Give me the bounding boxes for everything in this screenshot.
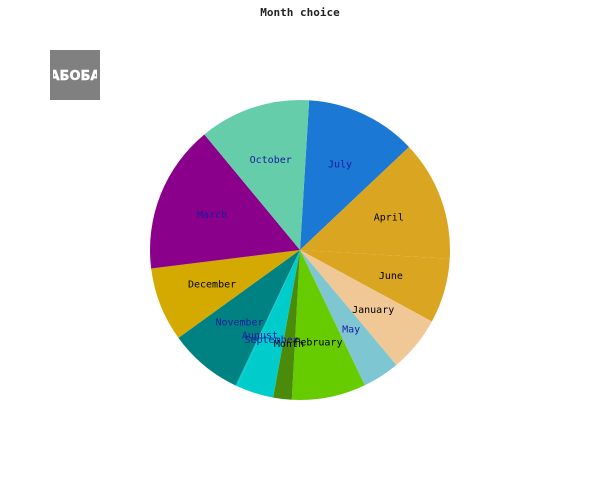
slice-label-november: November bbox=[215, 318, 263, 329]
svg-text:АБОБА: АБОБА bbox=[53, 69, 97, 84]
pie-slice-month bbox=[273, 250, 300, 400]
chart-title: Month choice bbox=[260, 6, 340, 19]
pie-slice-august bbox=[235, 250, 300, 387]
pie-slices bbox=[150, 100, 450, 400]
pie-slice-april bbox=[300, 146, 450, 259]
slice-label-december: December bbox=[188, 280, 236, 291]
slice-label-march: March bbox=[197, 210, 227, 221]
pie-slice-january bbox=[300, 250, 432, 365]
slice-label-june: June bbox=[379, 271, 403, 282]
slice-label-february: February bbox=[294, 338, 342, 349]
slice-label-april: April bbox=[374, 213, 404, 224]
slice-label-january: January bbox=[352, 305, 394, 316]
pie-slice-may bbox=[300, 250, 397, 386]
slice-label-may: May bbox=[342, 324, 360, 335]
pie-slice-october bbox=[204, 100, 310, 250]
slice-label-october: October bbox=[250, 155, 292, 166]
slice-label-july: July bbox=[328, 159, 352, 170]
pie-slice-february bbox=[291, 250, 365, 400]
pie-slice-july bbox=[300, 100, 410, 250]
aboba-logo: АБОБА bbox=[50, 50, 100, 100]
aboba-logo-mark: АБОБА bbox=[53, 69, 97, 84]
slice-label-august: August bbox=[242, 331, 278, 342]
pie-labels: July April June January MayFebruaryMonthSept… bbox=[188, 155, 404, 350]
pie-slice-november bbox=[178, 250, 300, 386]
pie-slice-september bbox=[237, 250, 300, 398]
pie-slice-march bbox=[150, 134, 300, 269]
slice-label-month: Month bbox=[274, 339, 304, 350]
pie-slice-december bbox=[151, 250, 300, 338]
slice-label-september: September bbox=[244, 335, 298, 346]
pie-slice-june bbox=[300, 250, 450, 322]
